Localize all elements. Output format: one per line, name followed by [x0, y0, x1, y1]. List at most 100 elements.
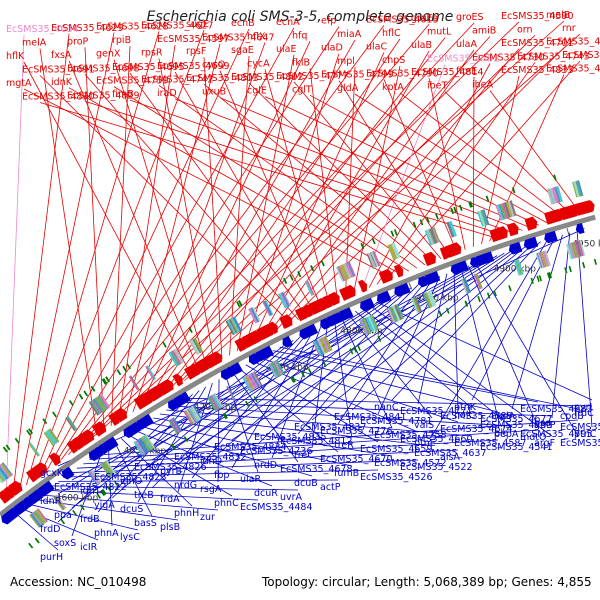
label-connector — [158, 85, 418, 269]
marker-tick — [188, 326, 193, 333]
feature-block — [463, 277, 471, 294]
gene-label: melA — [22, 38, 47, 49]
feature-block — [87, 471, 99, 486]
feature-block — [253, 371, 263, 386]
feature-block — [505, 201, 513, 218]
marker-tick — [468, 201, 472, 208]
label-connector — [137, 292, 398, 475]
feature-block — [321, 336, 331, 353]
label-connector — [576, 230, 593, 428]
gene-label: EcSMS35_4613 — [366, 14, 439, 25]
feature-block — [37, 508, 48, 523]
gene-label: ulaA — [456, 39, 477, 50]
label-connector — [45, 489, 259, 501]
forward-gene-arrow — [256, 323, 274, 341]
reverse-gene-arrow — [450, 260, 469, 275]
gene-label: proP — [67, 36, 89, 47]
marker-tick — [222, 413, 227, 420]
forward-gene-arrow — [574, 200, 594, 216]
marker-tick — [83, 390, 89, 397]
gene-label: sgaE — [231, 45, 254, 56]
gene-label: EcSMS35_4587 — [454, 438, 527, 449]
feature-block — [44, 430, 56, 446]
gene-label: EcSMS35_4699 — [157, 61, 230, 72]
gene-label: frdC — [574, 408, 594, 419]
reverse-gene-arrow — [136, 413, 154, 430]
forward-gene-arrow — [444, 242, 462, 258]
marker-tick — [2, 446, 8, 453]
reverse-gene-arrow — [38, 480, 55, 497]
label-connector — [179, 401, 553, 417]
gene-label: EcSMS35_4660 — [400, 434, 473, 445]
reverse-gene-arrow — [394, 282, 411, 297]
forward-gene-arrow — [48, 452, 61, 466]
gene-label: nanC — [374, 402, 399, 413]
marker-tick — [183, 436, 189, 443]
forward-gene-arrow — [133, 391, 153, 410]
gene-label: frdA — [160, 494, 180, 505]
feature-block — [189, 340, 199, 355]
backbone-ring — [0, 214, 596, 517]
feature-block — [315, 339, 324, 356]
feature-block — [544, 250, 551, 266]
label-connector — [39, 102, 498, 239]
label-connector — [169, 36, 491, 390]
feature-block — [515, 259, 523, 276]
marker-tick — [553, 174, 557, 181]
forward-gene-arrow — [378, 268, 393, 284]
gene-label: EcSMS35_4826 — [134, 462, 207, 473]
marker-tick — [78, 393, 84, 400]
gene-label: ibeT — [427, 81, 448, 92]
gene-label: EcSMS35_4628 — [96, 22, 169, 33]
marker-tick — [106, 485, 112, 492]
gene-label: treC — [294, 450, 314, 461]
gene-label: rpiB — [112, 35, 131, 46]
label-connector — [384, 60, 581, 282]
label-connector — [159, 413, 433, 447]
feature-block — [99, 394, 109, 409]
marker-tick — [419, 219, 424, 226]
gene-label: cysQ — [202, 60, 225, 71]
gene-label: iraD — [157, 88, 177, 99]
label-connector — [481, 75, 520, 245]
gene-label: basS — [134, 518, 157, 529]
feature-block — [549, 188, 556, 204]
feature-block — [193, 337, 204, 353]
label-connector — [489, 90, 581, 214]
feature-block — [272, 361, 281, 377]
feature-block — [306, 280, 315, 296]
gene-label: mdtO — [520, 432, 547, 443]
feature-block — [536, 252, 543, 269]
feature-block — [475, 273, 483, 289]
gene-label: treR — [334, 440, 354, 451]
label-connector — [129, 99, 515, 234]
marker-tick — [307, 368, 312, 375]
feature-block — [446, 222, 454, 238]
label-connector — [39, 48, 98, 436]
gene-label: kptA — [382, 82, 404, 93]
gene-label: ptnK — [454, 402, 477, 413]
gene-label: alsA — [440, 452, 460, 463]
marker-tick — [90, 385, 96, 392]
gene-label: EcSMS35_4795 — [520, 429, 593, 440]
feature-block — [245, 375, 255, 391]
feature-block — [0, 464, 11, 478]
gene-label: fbp — [214, 470, 229, 481]
kbp-label: 4600 kbp — [56, 494, 99, 504]
label-connector — [259, 357, 459, 423]
reverse-gene-arrow — [475, 251, 495, 266]
label-connector — [248, 82, 434, 263]
feature-block — [104, 460, 115, 475]
gene-labels: EcSMS35_4634EcSMS35_4629EcSMS35_4628EcSM… — [6, 10, 600, 563]
gene-label: sugE — [186, 19, 209, 30]
feature-block — [335, 266, 344, 282]
gene-label: ulaE — [276, 44, 296, 55]
marker-tick — [26, 429, 31, 436]
gene-label: uvrA — [280, 492, 303, 503]
gene-label: efp — [321, 16, 336, 27]
feature-block — [280, 292, 289, 308]
gene-label: EcSMS35_4572 — [374, 458, 447, 469]
forward-gene-arrow — [308, 297, 327, 315]
feature-block — [535, 253, 542, 269]
